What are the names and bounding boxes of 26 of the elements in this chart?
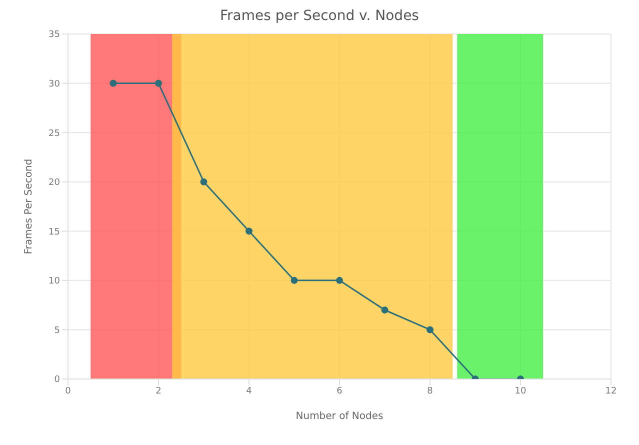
x-tick-label: 0 [65, 386, 72, 396]
x-tick-label: 4 [246, 386, 252, 396]
point [110, 80, 117, 87]
point [290, 276, 298, 284]
x-tick-label: 6 [336, 386, 343, 396]
y-tick-label: 5 [54, 326, 60, 336]
x-axis-title: Number of Nodes [296, 411, 384, 422]
x-tick-label: 10 [514, 386, 526, 396]
point [246, 228, 252, 235]
y-tick-label: 25 [48, 128, 60, 139]
point [155, 80, 162, 87]
y-axis-title: Frames Per Second [24, 158, 35, 254]
y-tick-label: 0 [54, 375, 60, 386]
y-tick-label: 10 [48, 276, 60, 287]
point [336, 276, 343, 284]
x-tick-label: 8 [427, 386, 434, 396]
y-tick-label: 30 [48, 79, 60, 90]
point [381, 306, 388, 314]
y-tick-label: 15 [48, 227, 60, 238]
y-tick-label: 20 [48, 178, 60, 188]
x-tick-label: 12 [605, 386, 617, 396]
point [426, 326, 434, 334]
x-tick-label: 2 [156, 386, 162, 396]
y-tick-label: 35 [48, 30, 60, 40]
chart-title: Frames per Second v. Nodes [219, 8, 420, 24]
point [200, 178, 208, 186]
